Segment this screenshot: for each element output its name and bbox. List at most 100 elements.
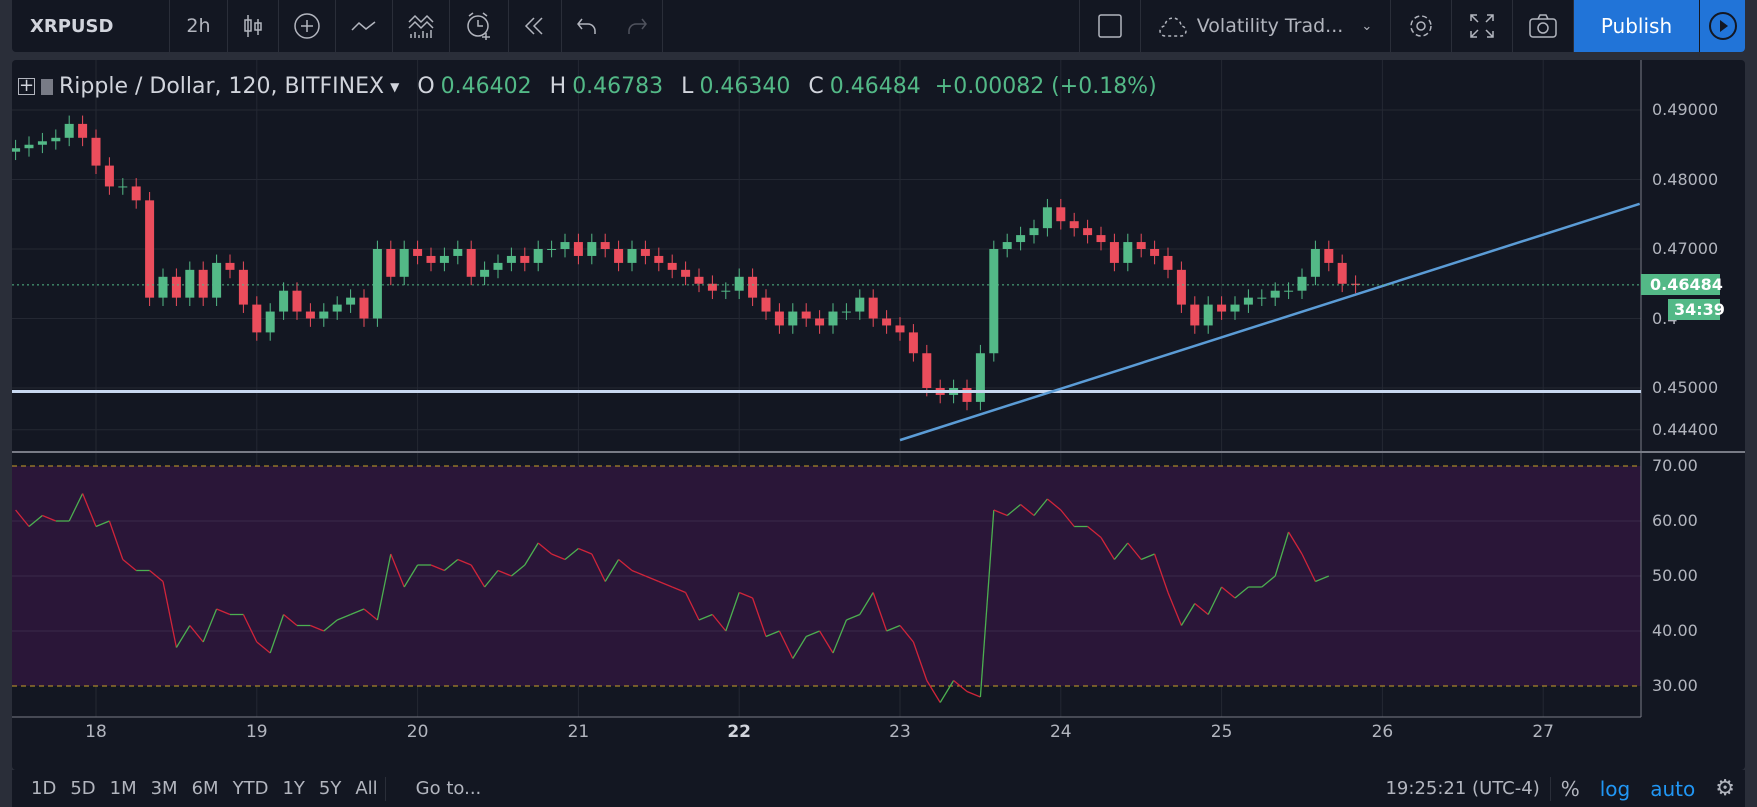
rsi-segment (618, 558, 633, 572)
auto-toggle[interactable]: auto (1650, 776, 1696, 801)
candle-body (386, 249, 396, 277)
rsi-segment (872, 592, 888, 632)
rsi-segment (832, 619, 848, 654)
candle-body (24, 144, 34, 149)
camera-icon[interactable] (1513, 0, 1574, 52)
range-button-5y[interactable]: 5Y (318, 778, 342, 799)
cloud-icon (1159, 17, 1187, 37)
range-button-1m[interactable]: 1M (109, 778, 137, 799)
candle-body (439, 255, 449, 263)
candle-body (1257, 297, 1267, 299)
candle-body (1016, 235, 1026, 243)
percent-toggle[interactable]: % (1560, 776, 1580, 801)
candle-body (895, 325, 905, 333)
candle-body (171, 276, 181, 298)
candle-body (573, 242, 583, 256)
rsi-segment (15, 509, 30, 527)
rsi-segment (604, 559, 620, 582)
rsi-segment (1194, 602, 1209, 616)
template-name: Volatility Trad... (1196, 15, 1344, 37)
candle-body (560, 242, 570, 249)
rsi-segment (256, 641, 271, 654)
low-label: L (681, 74, 694, 99)
rsi-segment (658, 580, 673, 588)
rsi-segment (524, 542, 539, 566)
rsi-segment (725, 592, 740, 632)
range-button-1d[interactable]: 1D (31, 778, 57, 799)
undo-icon[interactable] (562, 0, 612, 52)
interval-button[interactable]: 2h (170, 0, 228, 52)
chart-canvas[interactable] (0, 0, 1757, 770)
range-button-ytd[interactable]: YTD (232, 778, 269, 799)
range-button-1y[interactable]: 1Y (282, 778, 305, 799)
candle-body (225, 262, 235, 270)
templates-icon[interactable] (393, 0, 450, 52)
time-tick: 27 (1532, 722, 1555, 742)
alert-clock-icon[interactable] (450, 0, 509, 52)
rsi-segment (846, 613, 861, 621)
price-tick: 0.47000 (1652, 239, 1719, 258)
redo-icon[interactable] (612, 0, 663, 52)
range-button-5d[interactable]: 5D (70, 778, 96, 799)
log-toggle[interactable]: log (1599, 776, 1631, 801)
symbol-title[interactable]: Ripple / Dollar, 120, BITFINEX (59, 74, 385, 99)
candle-body (212, 262, 222, 298)
candle-body (332, 304, 342, 312)
rsi-segment (671, 586, 686, 594)
candle-body (104, 165, 114, 187)
rsi-segment (430, 564, 445, 572)
publish-button[interactable]: Publish (1574, 0, 1700, 52)
rsi-segment (1100, 537, 1115, 560)
flag-icon[interactable] (41, 78, 53, 95)
price-tick: 0.49000 (1652, 100, 1719, 119)
candle-body (51, 137, 61, 142)
rsi-segment (42, 514, 57, 522)
candle-body (118, 186, 128, 188)
settings-gear-icon[interactable]: ⚙ (1715, 776, 1735, 801)
play-icon[interactable] (1700, 0, 1745, 52)
close-value: 0.46484 (829, 74, 921, 99)
candle-body (1163, 255, 1173, 270)
rsi-segment (1127, 542, 1142, 560)
candle-body (64, 123, 74, 138)
rsi-tick: 50.00 (1652, 566, 1698, 585)
change-value: +0.00082 (+0.18%) (934, 74, 1157, 99)
range-button-all[interactable]: All (355, 778, 378, 799)
range-button-6m[interactable]: 6M (191, 778, 219, 799)
candle-body (37, 141, 47, 145)
layout-icon[interactable] (1079, 0, 1141, 52)
compare-add-icon[interactable] (279, 0, 336, 52)
rsi-segment (1020, 503, 1035, 517)
caret-icon[interactable]: ▼ (390, 79, 400, 94)
candle-body (1324, 249, 1334, 263)
settings-gear-icon[interactable] (1391, 0, 1452, 52)
template-dropdown[interactable]: Volatility Trad... ⌄ (1141, 0, 1391, 52)
rsi-segment (939, 680, 955, 703)
symbol-search[interactable]: XRPUSD (12, 0, 170, 52)
rsi-segment (403, 564, 419, 588)
rsi-segment (564, 547, 579, 561)
indicators-icon[interactable] (336, 0, 393, 52)
replay-icon[interactable] (509, 0, 562, 52)
rsi-segment (1288, 531, 1303, 555)
rsi-segment (537, 542, 553, 555)
rsi-segment (751, 597, 767, 637)
fullscreen-icon[interactable] (1452, 0, 1513, 52)
countdown-label: 34:39 (1668, 298, 1725, 320)
goto-button[interactable]: Go to... (415, 778, 482, 799)
candles-icon[interactable] (228, 0, 279, 52)
time-tick: 19 (245, 722, 268, 742)
rsi-segment (189, 625, 204, 643)
expand-icon[interactable]: + (18, 75, 35, 96)
range-button-3m[interactable]: 3M (150, 778, 178, 799)
rsi-segment (1140, 553, 1155, 561)
candle-body (1069, 221, 1079, 229)
low-value: 0.46340 (699, 74, 791, 99)
rsi-segment (95, 520, 110, 528)
rsi-segment (1046, 498, 1062, 511)
candle-body (145, 200, 155, 298)
candle-body (413, 249, 423, 256)
candle-body (426, 255, 436, 263)
rsi-segment (1261, 575, 1276, 588)
rsi-segment (68, 493, 84, 522)
